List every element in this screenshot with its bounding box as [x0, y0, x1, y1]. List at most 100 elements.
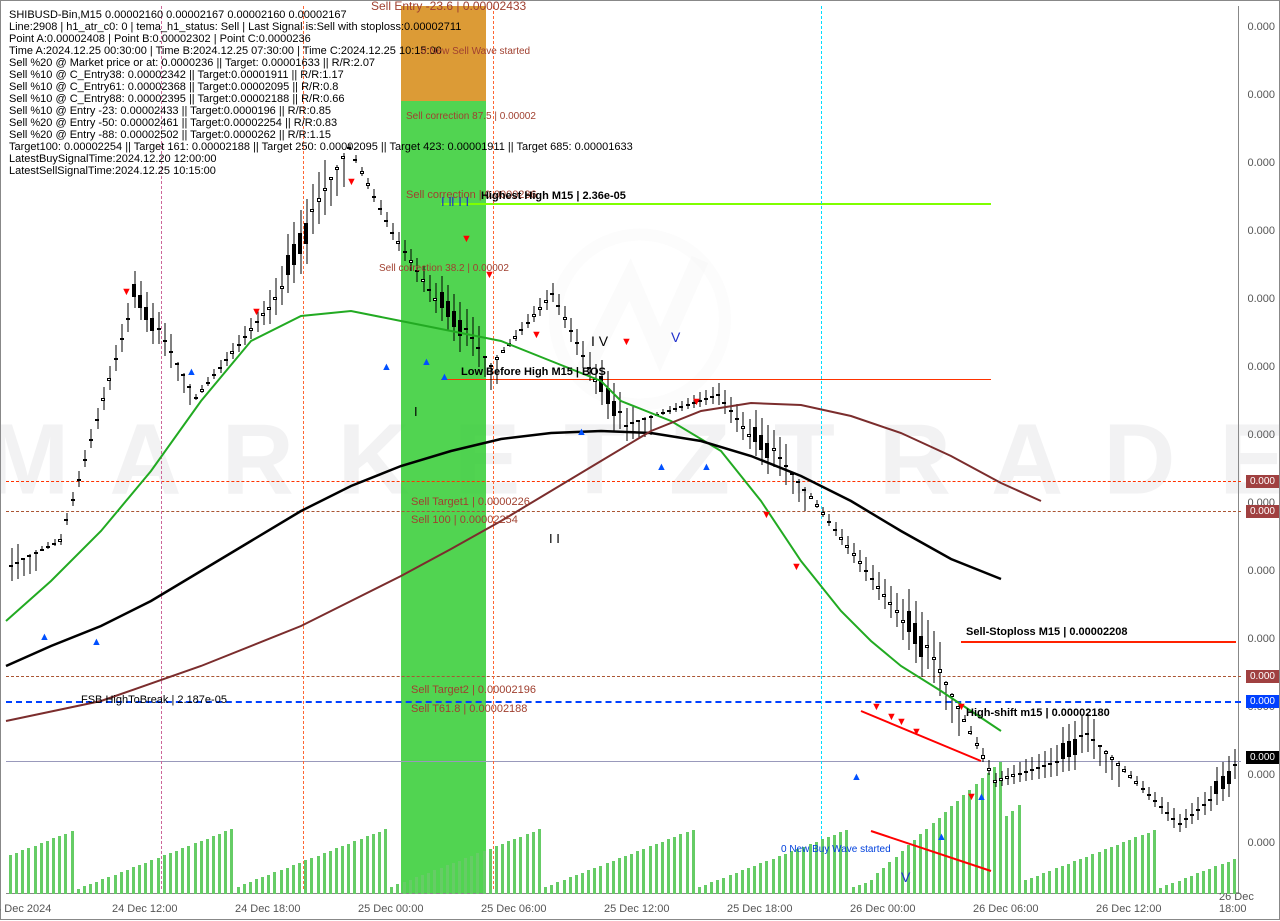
- candle-150: [932, 631, 937, 683]
- candle-32: [206, 377, 211, 386]
- volume-bar: [83, 886, 86, 894]
- volume-bar: [1024, 880, 1027, 894]
- sell-stoploss: Sell-Stoploss M15 | 0.00002208: [966, 626, 1127, 638]
- volume-bar: [1171, 883, 1174, 894]
- volume-bar: [938, 818, 941, 894]
- volume-bar: [353, 841, 356, 894]
- volume-bar: [470, 856, 473, 894]
- candle-185: [1147, 787, 1152, 800]
- candle-197: [1221, 762, 1226, 801]
- candle-177: [1098, 745, 1103, 766]
- candle-30: [194, 394, 199, 400]
- elliott-i: I: [414, 404, 418, 419]
- buy-arrow-icon: ▲: [381, 361, 392, 373]
- volume-bar: [101, 879, 104, 894]
- buy-arrow-icon: ▲: [576, 426, 587, 438]
- header-line-1: Line:2908 | h1_atr_c0: 0 | tema_h1_statu…: [9, 21, 461, 33]
- candle-74: [464, 309, 469, 347]
- candle-119: [741, 412, 746, 441]
- volume-bar: [569, 877, 572, 894]
- candle-97: [606, 371, 611, 418]
- volume-bar: [1196, 873, 1199, 894]
- vline-2: [493, 6, 494, 889]
- vline-3: [821, 6, 822, 889]
- buy-arrow-icon: ▲: [39, 631, 50, 643]
- volume-bar: [1141, 835, 1144, 894]
- volume-bar: [987, 773, 990, 894]
- volume-bar: [1159, 888, 1162, 894]
- volume-bar: [286, 868, 289, 894]
- candle-24: [157, 312, 162, 344]
- candle-82: [513, 330, 518, 340]
- volume-bar: [642, 849, 645, 894]
- volume-bar: [46, 841, 49, 894]
- volume-bar: [624, 856, 627, 894]
- volume-bar: [655, 844, 658, 894]
- candle-172: [1067, 724, 1072, 771]
- candle-113: [704, 390, 709, 406]
- sell-arrow-icon: ▼: [121, 286, 132, 298]
- candle-162: [1005, 768, 1010, 785]
- volume-bar: [661, 842, 664, 894]
- volume-bar: [1165, 885, 1168, 894]
- header-line-10: Sell %20 @ Entry -88: 0.00002502 || Targ…: [9, 129, 331, 141]
- volume-bar: [563, 880, 566, 894]
- candle-56: [353, 155, 358, 162]
- volume-bar: [1011, 811, 1014, 894]
- volume-bar: [1036, 876, 1039, 894]
- sell-arrow-icon: ▼: [911, 726, 922, 738]
- candle-184: [1141, 781, 1146, 793]
- y-tick: 0.000: [1247, 89, 1275, 101]
- volume-bar: [317, 856, 320, 894]
- candle-114: [710, 387, 715, 404]
- sell-arrow-icon: ▼: [956, 701, 967, 713]
- candle-130: [809, 493, 814, 499]
- candle-92: [575, 329, 580, 355]
- candle-12: [83, 450, 88, 468]
- candle-17: [114, 345, 119, 371]
- candle-141: [876, 572, 881, 600]
- volume-bar: [913, 840, 916, 894]
- volume-bar: [1104, 849, 1107, 894]
- volume-bar: [962, 795, 965, 894]
- volume-bar: [464, 858, 467, 894]
- volume-bar: [280, 870, 283, 894]
- volume-bar: [9, 855, 12, 894]
- candle-137: [852, 543, 857, 563]
- candle-152: [944, 681, 949, 709]
- trading-chart[interactable]: M A R K E T Z T R A D E SHIBUSD-Bin,M15 …: [0, 0, 1280, 920]
- candle-86: [538, 298, 543, 316]
- volume-bar: [1190, 876, 1193, 894]
- candle-4: [34, 550, 39, 571]
- hline-3: [6, 511, 1241, 512]
- volume-bar: [796, 849, 799, 894]
- candle-104: [649, 415, 654, 436]
- candle-3: [27, 554, 32, 574]
- candle-149: [925, 620, 930, 669]
- x-tick: 25 Dec 06:00: [481, 903, 546, 915]
- candle-192: [1190, 803, 1195, 824]
- volume-bar: [784, 854, 787, 894]
- volume-bar: [716, 880, 719, 894]
- hline-0: [441, 203, 991, 205]
- volume-bar: [1042, 873, 1045, 894]
- candle-193: [1196, 797, 1201, 819]
- sell-arrow-icon: ▼: [461, 233, 472, 245]
- candle-161: [999, 771, 1004, 786]
- candle-76: [476, 326, 481, 367]
- volume-bar: [138, 865, 141, 894]
- volume-bar: [870, 880, 873, 894]
- candle-36: [230, 343, 235, 359]
- candle-186: [1153, 792, 1158, 807]
- candle-90: [563, 306, 568, 328]
- candle-14: [95, 408, 100, 429]
- volume-bar: [1005, 816, 1008, 894]
- candle-80: [501, 347, 506, 354]
- candle-15: [101, 387, 106, 410]
- volume-bar: [372, 834, 375, 894]
- volume-bar: [778, 856, 781, 894]
- candle-47: [298, 210, 303, 274]
- volume-bar: [181, 848, 184, 894]
- volume-bar: [224, 831, 227, 894]
- volume-bar: [329, 851, 332, 894]
